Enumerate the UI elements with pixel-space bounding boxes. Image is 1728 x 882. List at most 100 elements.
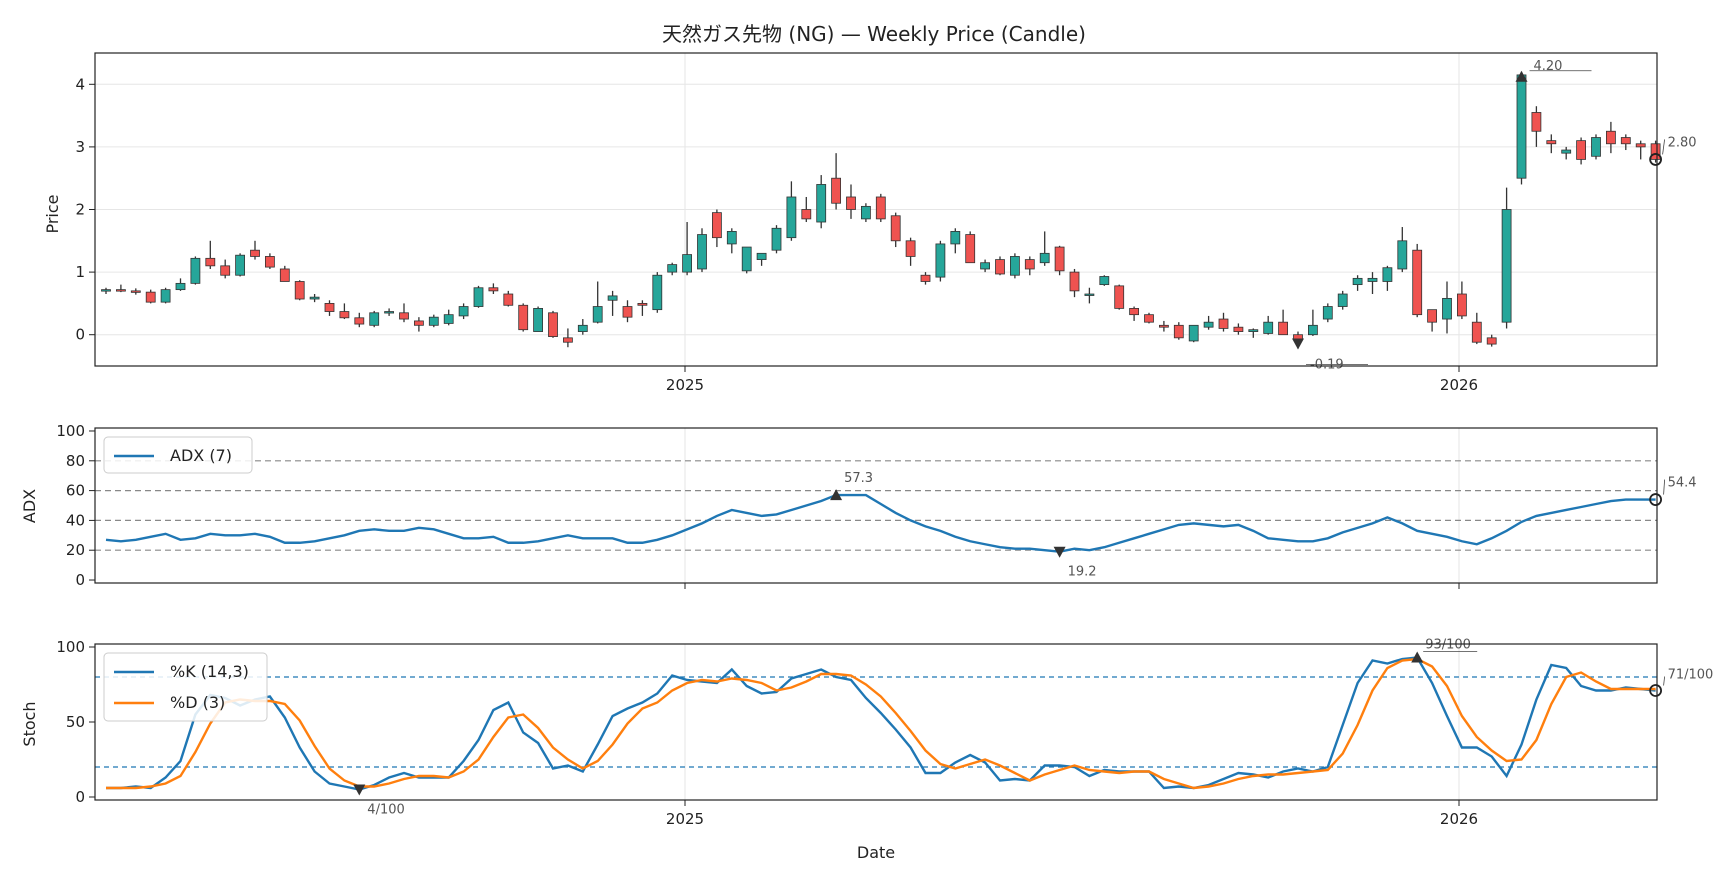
x-axis-label: Date <box>857 843 895 862</box>
candle-body <box>1084 293 1095 296</box>
candle-body <box>1069 271 1080 292</box>
adx-panel: 57.3 19.2 54.4 0 20 40 60 80 100 ADX ADX (7) <box>20 422 1697 589</box>
candle-body <box>712 212 722 239</box>
stoch-last-label: 71/100 <box>1668 668 1714 683</box>
candle-body <box>577 324 588 332</box>
stoch-ytick-label: 50 <box>66 713 85 731</box>
candle-body <box>1591 137 1601 157</box>
candle-body <box>279 268 290 282</box>
candle-body <box>935 243 946 278</box>
candle-body <box>503 293 514 306</box>
candle-body <box>637 302 648 306</box>
candle-body <box>1188 324 1199 342</box>
stoch-grid <box>684 644 1460 800</box>
stoch-ytick-label: 100 <box>56 638 85 656</box>
adx-grid <box>684 428 1460 583</box>
candle-body <box>264 256 275 268</box>
candle-body <box>1382 267 1393 282</box>
candle-body <box>1263 321 1274 334</box>
stoch-ylabel: Stoch <box>20 701 39 746</box>
candle-body <box>965 234 976 264</box>
candle-body <box>101 289 111 292</box>
candle-body <box>369 312 380 326</box>
candle-body <box>890 215 901 242</box>
stoch-annotations: 93/100 4/100 71/100 <box>353 638 1713 818</box>
candle-body <box>831 177 841 204</box>
candle-body <box>250 249 260 257</box>
candle-body <box>1322 306 1333 320</box>
candle-body <box>1024 259 1035 270</box>
stoch-legend: %K (14,3) %D (3) <box>103 652 268 722</box>
adx-last-label: 54.4 <box>1668 476 1697 491</box>
stoch-k-line <box>106 656 1656 791</box>
candle-body <box>980 262 990 270</box>
stoch-last-leader <box>1663 676 1665 686</box>
adx-frame <box>94 427 1658 584</box>
adx-ytick-label: 100 <box>56 422 85 440</box>
candle-body <box>1531 112 1542 132</box>
candle-body <box>726 231 737 245</box>
price-annotations: 4.20 -0.19 2.80 <box>1292 59 1697 372</box>
candle-body <box>190 257 201 284</box>
adx-low-marker <box>1053 546 1066 558</box>
candle-body <box>1486 337 1497 345</box>
candle-body <box>771 227 782 251</box>
candle-body <box>399 312 409 320</box>
candle-body <box>1173 324 1184 339</box>
stoch-low-label: 4/100 <box>367 803 404 818</box>
adx-legend: ADX (7) <box>103 436 253 474</box>
candle-body <box>1561 149 1572 154</box>
adx-last-leader <box>1663 479 1665 495</box>
candle-body <box>220 265 231 276</box>
candle-body <box>235 254 246 276</box>
price-ytick-label: 3 <box>75 138 85 156</box>
candle-body <box>1308 324 1318 336</box>
candle-body <box>1278 321 1288 336</box>
price-low-marker <box>1292 338 1304 350</box>
candle-body <box>1457 293 1467 317</box>
candle-body <box>607 295 618 301</box>
price-candles <box>101 71 1661 349</box>
candle-body <box>1039 252 1050 264</box>
candle-body <box>682 254 692 273</box>
price-xtick-label: 2026 <box>1440 376 1478 394</box>
candle-body <box>563 337 573 343</box>
candle-body <box>324 302 335 312</box>
candle-body <box>354 317 365 325</box>
candle-body <box>1129 308 1139 316</box>
adx-ytick-label: 40 <box>66 511 85 529</box>
candle-body <box>473 287 484 307</box>
adx-ytick-label: 20 <box>66 541 85 559</box>
price-ylabel: Price <box>43 194 62 233</box>
candle-body <box>1367 277 1378 282</box>
candle-body <box>920 274 931 282</box>
adx-ytick-label: 80 <box>66 452 85 470</box>
candle-body <box>1114 285 1125 309</box>
stoch-last-marker <box>1649 684 1662 697</box>
adx-lines <box>95 460 1657 553</box>
price-xtick-label: 2025 <box>666 376 704 394</box>
candle-body <box>1650 143 1661 160</box>
candle-body <box>1576 140 1586 160</box>
candle-body <box>1203 321 1214 328</box>
candle-body <box>1427 309 1437 323</box>
price-ytick-label: 2 <box>75 201 85 219</box>
adx-ylabel: ADX <box>20 489 39 523</box>
candle-body <box>1546 140 1557 145</box>
adx-annotations: 57.3 19.2 54.4 <box>830 471 1697 580</box>
candle-body <box>1471 321 1482 343</box>
candle-body <box>1501 209 1512 323</box>
candle-body <box>1159 324 1169 328</box>
candle-body <box>995 259 1005 275</box>
candle-body <box>592 306 603 323</box>
candle-body <box>443 314 454 324</box>
chart-title: 天然ガス先物 (NG) — Weekly Price (Candle) <box>662 22 1086 46</box>
candle-body <box>1233 326 1244 332</box>
price-ytick-label: 4 <box>75 75 85 93</box>
candle-body <box>428 316 439 326</box>
candle-body <box>1352 277 1363 286</box>
candle-body <box>294 281 305 300</box>
candle-body <box>1337 293 1348 307</box>
